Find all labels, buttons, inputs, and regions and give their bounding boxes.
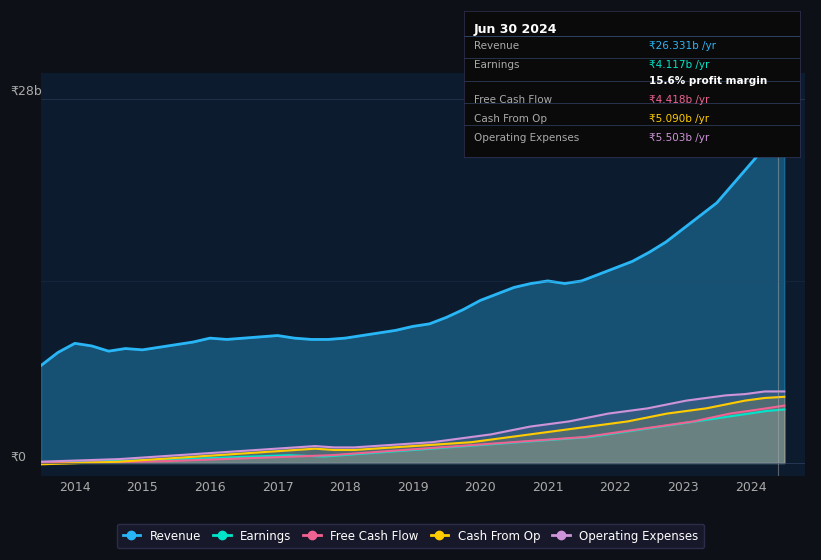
Text: ₹5.503b /yr: ₹5.503b /yr <box>649 133 709 143</box>
Text: 15.6% profit margin: 15.6% profit margin <box>649 76 768 86</box>
Text: ₹26.331b /yr: ₹26.331b /yr <box>649 41 716 51</box>
Text: ₹4.117b /yr: ₹4.117b /yr <box>649 60 709 70</box>
Text: Jun 30 2024: Jun 30 2024 <box>474 23 557 36</box>
Text: Free Cash Flow: Free Cash Flow <box>474 95 552 105</box>
Text: Revenue: Revenue <box>474 41 519 51</box>
Legend: Revenue, Earnings, Free Cash Flow, Cash From Op, Operating Expenses: Revenue, Earnings, Free Cash Flow, Cash … <box>117 524 704 548</box>
Text: Operating Expenses: Operating Expenses <box>474 133 579 143</box>
Text: ₹4.418b /yr: ₹4.418b /yr <box>649 95 709 105</box>
Text: Cash From Op: Cash From Op <box>474 114 547 124</box>
Text: ₹5.090b /yr: ₹5.090b /yr <box>649 114 709 124</box>
Text: Earnings: Earnings <box>474 60 520 70</box>
Text: ₹28b: ₹28b <box>11 85 42 98</box>
Text: ₹0: ₹0 <box>11 451 26 464</box>
